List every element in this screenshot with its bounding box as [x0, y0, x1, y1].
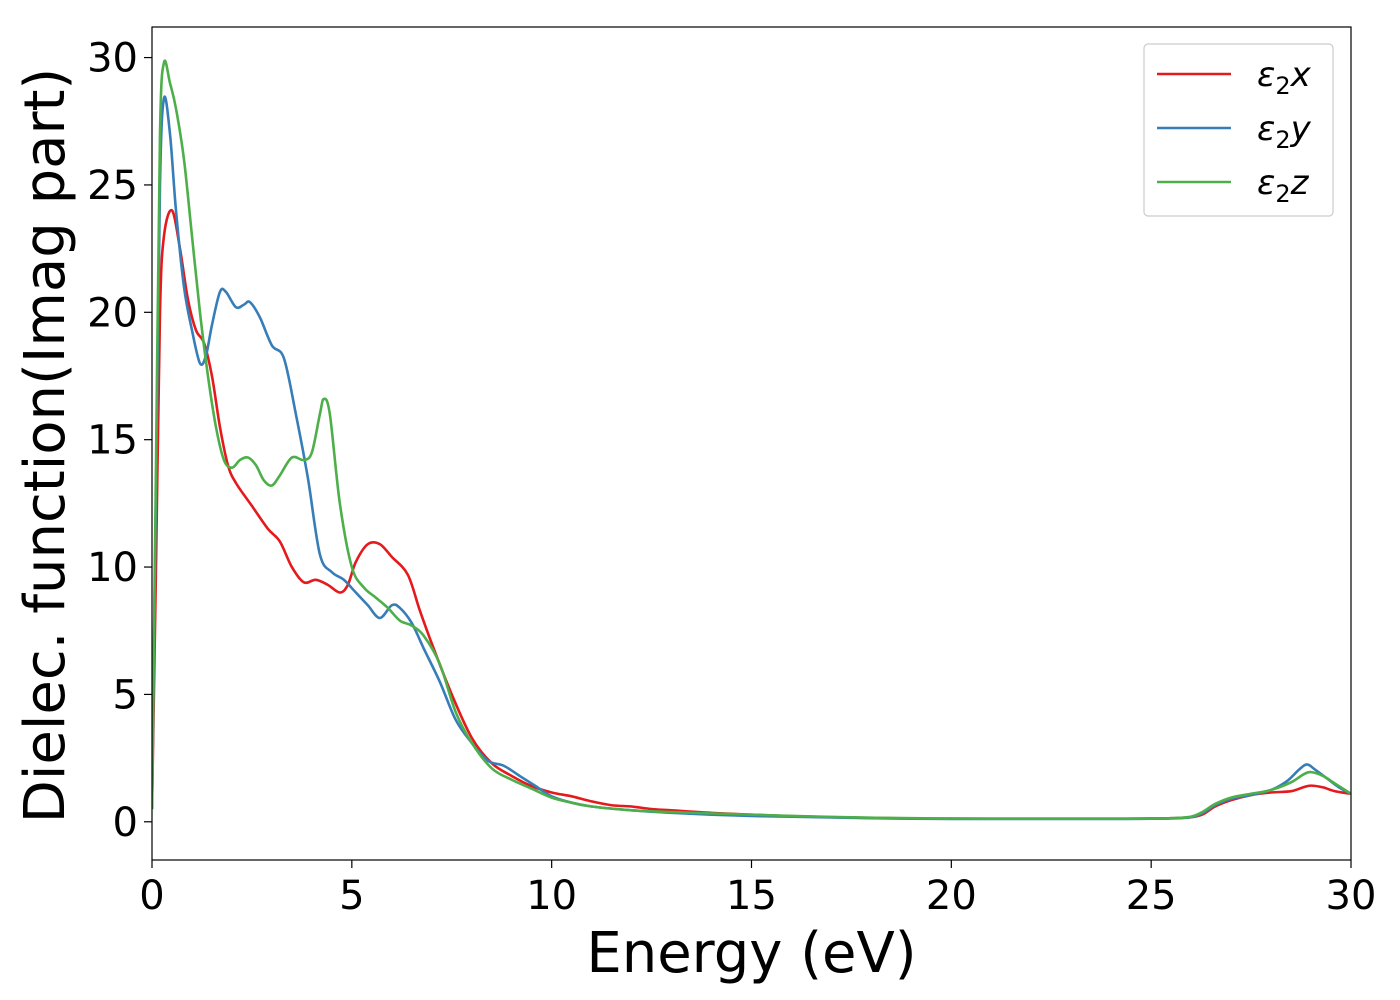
y-tick-label: 0: [113, 800, 138, 846]
legend-label-y: ε2y: [1257, 109, 1312, 154]
series-layer: [152, 59, 1351, 821]
y-tick-label: 25: [87, 163, 138, 209]
x-tick-label: 10: [526, 873, 577, 919]
x-tick-label: 20: [926, 873, 977, 919]
y-axis-title: Dielec. function(Imag part): [13, 68, 78, 824]
x-tick-label: 15: [726, 873, 777, 919]
y-tick-label: 30: [87, 36, 138, 82]
legend-label-z: ε2z: [1257, 163, 1310, 208]
legend: ε2x ε2y ε2z: [1143, 43, 1334, 217]
x-axis: 0 5 10 15 20 25 30: [139, 860, 1376, 919]
x-tick-label: 0: [139, 873, 164, 919]
series-line-z: [152, 59, 1351, 821]
x-tick-label: 5: [339, 873, 364, 919]
x-tick-label: 25: [1126, 873, 1177, 919]
x-axis-title: Energy (eV): [586, 921, 916, 986]
y-tick-label: 15: [87, 418, 138, 464]
y-tick-label: 20: [87, 290, 138, 336]
y-axis: 0 5 10 15 20 25 30: [87, 36, 152, 846]
legend-box: [1143, 43, 1334, 217]
legend-label-x: ε2x: [1257, 55, 1312, 100]
y-tick-label: 5: [113, 672, 138, 718]
y-tick-label: 10: [87, 545, 138, 591]
x-tick-label: 30: [1326, 873, 1377, 919]
